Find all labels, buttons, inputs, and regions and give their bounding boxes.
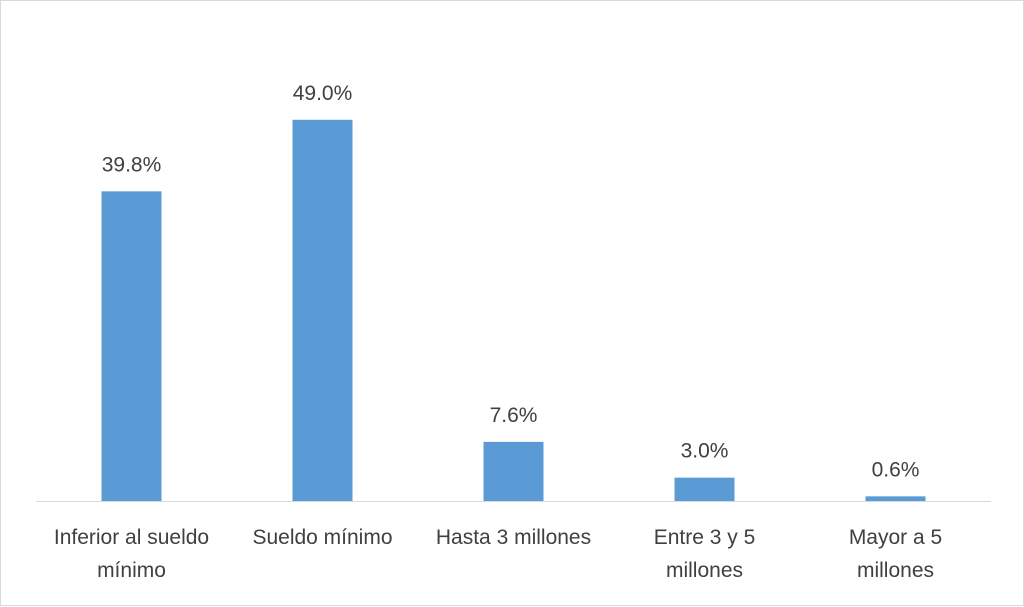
category-labels-group: Inferior al sueldo mínimo Sueldo mínimo Has… (54, 526, 942, 582)
value-labels-group: 39.8% 49.0% 7.6% 3.0% 0.6% (102, 82, 920, 482)
bar-2 (292, 119, 353, 501)
bar-1 (101, 191, 162, 501)
value-label-3: 7.6% (490, 404, 538, 427)
bars-group (101, 119, 926, 501)
category-label-1: Inferior al sueldo mínimo (54, 526, 209, 582)
bar-3 (483, 441, 544, 501)
value-label-2: 49.0% (293, 82, 353, 105)
category-label-2: Sueldo mínimo (252, 526, 392, 549)
bar-4 (674, 477, 735, 501)
category-label-3: Hasta 3 millones (436, 526, 591, 549)
bar-5 (865, 496, 926, 501)
value-label-1: 39.8% (102, 153, 162, 176)
category-label-4: Entre 3 y 5 millones (654, 526, 756, 582)
category-label-5: Mayor a 5 millones (849, 526, 942, 582)
value-label-4: 3.0% (681, 440, 729, 463)
value-label-5: 0.6% (872, 458, 920, 481)
